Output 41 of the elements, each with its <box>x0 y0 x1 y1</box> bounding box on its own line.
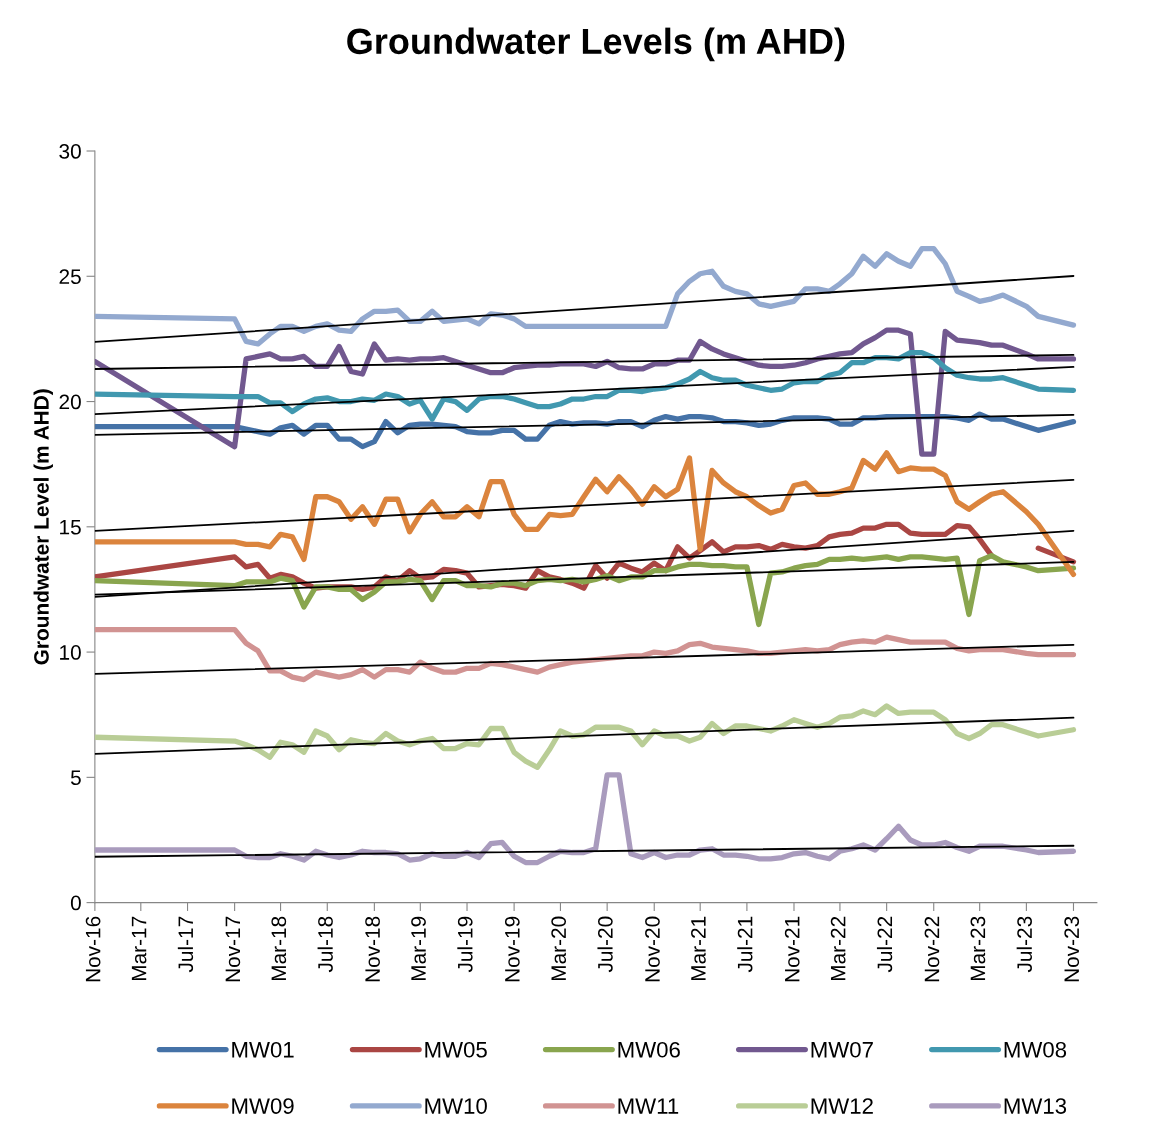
y-tick-label: 0 <box>70 895 81 911</box>
x-tick-label: Jul-20 <box>597 916 613 973</box>
legend-label: MW09 <box>232 1098 294 1114</box>
x-tick-label: Mar-20 <box>551 916 567 981</box>
x-tick-label: Nov-16 <box>85 916 101 982</box>
legend-label: MW08 <box>1004 1041 1067 1058</box>
legend-label: MW07 <box>811 1041 873 1058</box>
x-tick-label: Nov-20 <box>645 916 660 982</box>
x-tick-label: Nov-21 <box>784 916 800 982</box>
legend-label: MW12 <box>811 1098 873 1114</box>
y-axis-title: Groundwater Level (m AHD) <box>33 389 53 665</box>
x-tick-label: Nov-22 <box>924 916 940 982</box>
chart-title: Groundwater Levels (m AHD) <box>347 27 845 62</box>
legend-label: MW13 <box>1004 1098 1067 1114</box>
x-tick-label: Nov-17 <box>225 916 241 982</box>
y-tick-label: 5 <box>70 770 81 786</box>
x-tick-label: Jul-18 <box>317 916 333 973</box>
x-tick-label: Mar-19 <box>411 916 426 981</box>
x-tick-label: Jul-21 <box>737 916 753 973</box>
y-tick-label: 10 <box>60 645 81 660</box>
y-tick-label: 30 <box>59 144 81 159</box>
x-tick-label: Mar-21 <box>691 916 706 981</box>
x-tick-label: Mar-17 <box>131 916 147 981</box>
x-tick-label: Jul-22 <box>876 916 893 973</box>
x-tick-label: Mar-23 <box>970 916 986 981</box>
x-tick-label: Mar-18 <box>271 916 287 981</box>
legend-label: MW11 <box>618 1098 679 1114</box>
x-tick-label: Nov-23 <box>1064 916 1080 982</box>
y-tick-label: 20 <box>59 394 81 410</box>
x-tick-label: Mar-22 <box>830 916 846 981</box>
legend-label: MW10 <box>425 1098 487 1114</box>
legend-label: MW05 <box>425 1041 487 1058</box>
legend-label: MW01 <box>232 1041 294 1058</box>
x-tick-label: Jul-17 <box>177 916 194 973</box>
x-tick-label: Jul-19 <box>457 916 473 973</box>
x-tick-label: Nov-18 <box>365 916 380 982</box>
x-tick-label: Jul-23 <box>1016 916 1032 973</box>
y-tick-label: 25 <box>59 269 81 285</box>
y-tick-label: 15 <box>60 520 81 535</box>
x-tick-label: Nov-19 <box>504 916 520 982</box>
legend-label: MW06 <box>618 1041 680 1058</box>
